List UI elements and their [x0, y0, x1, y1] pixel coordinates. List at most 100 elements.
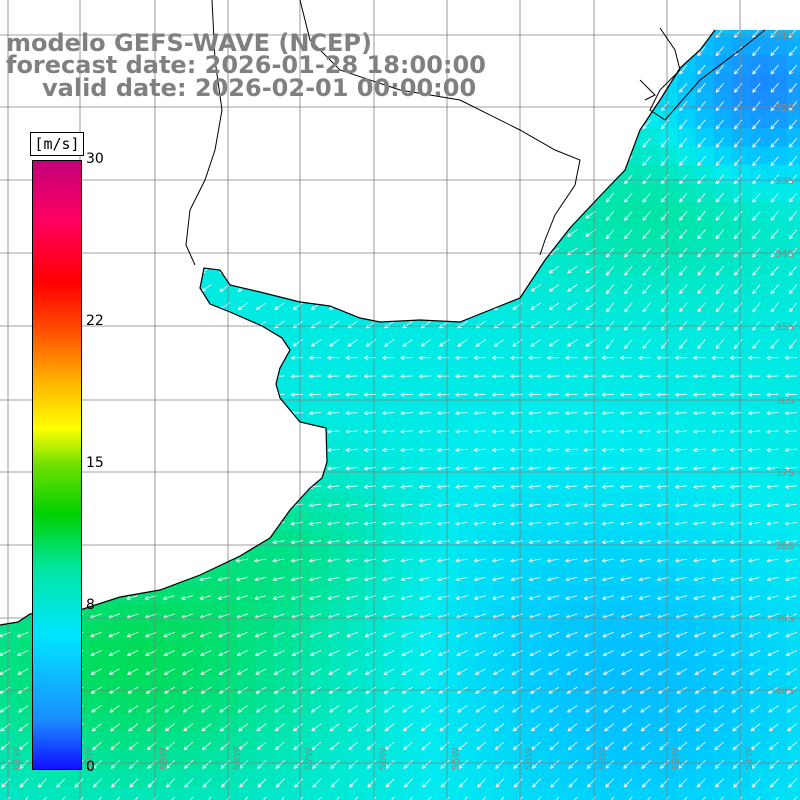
wind-vector — [549, 760, 560, 769]
speed-cell — [128, 567, 147, 587]
wind-vector — [530, 705, 541, 713]
speed-cell — [128, 201, 147, 221]
wind-vector — [127, 320, 139, 329]
speed-cell — [531, 0, 550, 19]
wind-vector — [164, 119, 175, 128]
speed-cell — [366, 183, 385, 202]
speed-cell — [475, 91, 495, 111]
speed-cell — [512, 109, 532, 129]
wind-vector — [620, 595, 633, 600]
wind-vector — [382, 521, 395, 526]
speed-cell — [311, 549, 330, 568]
speed-cell — [0, 420, 19, 440]
speed-cell — [677, 585, 696, 605]
speed-cell — [219, 786, 239, 800]
wind-vector — [345, 576, 358, 582]
wind-vector — [620, 447, 633, 453]
wind-vector — [16, 429, 29, 434]
wind-vector — [697, 302, 706, 313]
speed-cell — [366, 494, 385, 513]
speed-cell — [256, 512, 276, 532]
wind-vector — [384, 229, 395, 237]
wind-vector — [455, 374, 468, 379]
wind-vector — [548, 156, 560, 164]
speed-cell — [439, 366, 459, 385]
speed-cell — [237, 439, 257, 459]
wind-vector — [748, 447, 761, 453]
wind-vector — [236, 650, 249, 656]
speed-cell — [457, 475, 477, 495]
speed-cell — [274, 146, 294, 166]
wind-vector — [255, 705, 267, 713]
wind-vector — [565, 631, 578, 638]
speed-cell — [366, 439, 385, 459]
speed-cell — [274, 768, 294, 788]
speed-cell — [567, 695, 587, 715]
speed-cell — [0, 311, 19, 330]
speed-cell — [91, 768, 111, 788]
speed-cell — [329, 237, 349, 257]
speed-cell — [750, 54, 770, 74]
speed-cell — [329, 164, 349, 184]
wind-vector — [182, 705, 194, 713]
speed-cell — [732, 0, 751, 19]
speed-cell — [311, 0, 330, 19]
speed-cell — [256, 494, 276, 513]
speed-cell — [128, 603, 147, 623]
speed-cell — [786, 585, 800, 605]
wind-vector — [565, 355, 578, 360]
wind-vector — [674, 503, 688, 508]
speed-cell — [128, 750, 147, 770]
speed-cell — [91, 475, 111, 495]
speed-cell — [146, 329, 166, 349]
speed-cell — [750, 530, 770, 550]
wind-vector — [0, 595, 11, 600]
wind-vector — [732, 723, 743, 732]
speed-cell — [494, 494, 513, 513]
wind-vector — [733, 30, 743, 38]
wind-vector — [91, 302, 102, 311]
wind-vector — [126, 576, 139, 582]
speed-cell — [274, 549, 294, 568]
wind-vector — [201, 247, 212, 256]
wind-vector — [272, 429, 285, 434]
speed-cell — [420, 713, 440, 733]
wind-vector — [418, 503, 431, 508]
speed-cell — [164, 237, 184, 257]
speed-cell — [420, 384, 440, 404]
speed-cell — [677, 36, 696, 56]
speed-cell — [91, 494, 111, 513]
wind-vector — [491, 429, 505, 434]
speed-cell — [768, 713, 788, 733]
wind-vector — [312, 760, 322, 769]
speed-cell — [219, 512, 239, 532]
speed-cell — [530, 567, 550, 587]
wind-vector — [767, 631, 779, 638]
speed-cell — [475, 677, 495, 696]
speed-cell — [786, 402, 800, 422]
wind-vector — [748, 595, 761, 600]
wind-vector — [638, 576, 651, 582]
speed-cell — [512, 274, 532, 294]
wind-vector — [345, 466, 358, 471]
speed-cell — [402, 475, 422, 495]
wind-vector — [384, 284, 395, 292]
wind-vector — [529, 668, 541, 675]
wind-vector — [457, 229, 468, 237]
speed-cell — [786, 439, 800, 459]
wind-vector — [491, 410, 505, 416]
wind-vector — [473, 484, 486, 489]
speed-cell — [603, 768, 623, 788]
wind-vector — [107, 355, 120, 360]
wind-vector — [347, 302, 358, 311]
wind-vector — [458, 778, 468, 788]
speed-cell — [786, 475, 800, 495]
wind-vector — [199, 410, 212, 416]
wind-vector — [92, 760, 102, 769]
speed-cell — [640, 603, 660, 623]
speed-cell — [0, 475, 19, 495]
speed-cell — [512, 30, 532, 38]
wind-vector — [384, 723, 395, 732]
speed-cell — [732, 237, 751, 257]
speed-cell — [109, 329, 129, 349]
